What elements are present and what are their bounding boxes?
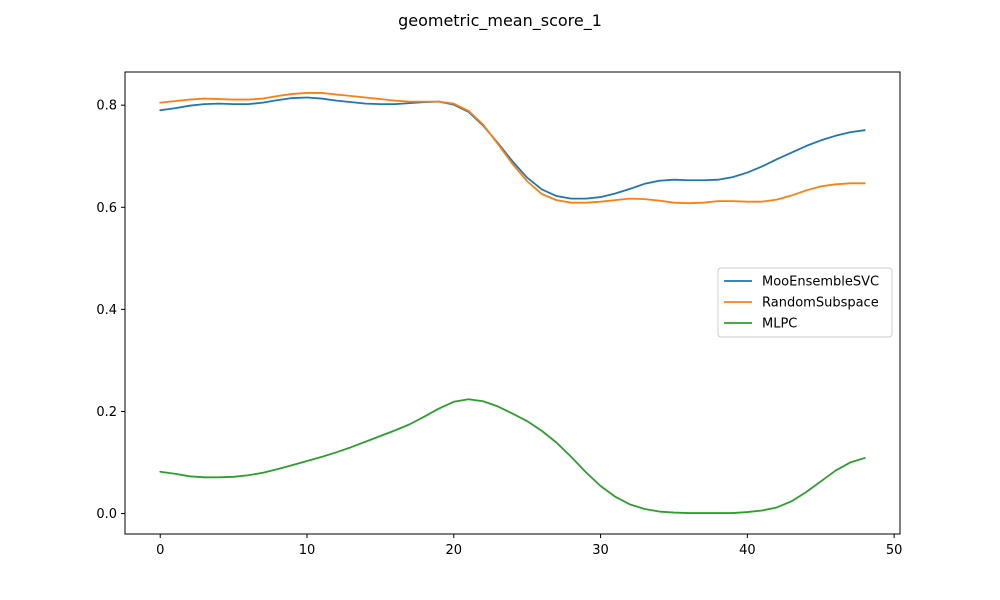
series-line-mlpc: [159, 398, 866, 514]
axes-layer: 0 10 20 30 40 50 0.0 0.2 0.4 0.6 0.8: [96, 71, 903, 558]
legend: MooEnsembleSVC RandomSubspace MLPC: [717, 267, 893, 338]
series-layer: [159, 92, 866, 514]
x-tick-label: 40: [739, 543, 756, 558]
axes-frame: [124, 71, 901, 535]
y-tick-label: 0.4: [96, 303, 117, 318]
y-tick-label: 0.2: [96, 405, 117, 420]
series-line-randomsubspace: [159, 92, 866, 205]
x-tick-label: 20: [446, 543, 463, 558]
legend-label: MooEnsembleSVC: [762, 275, 879, 290]
x-tick-label: 30: [592, 543, 609, 558]
legend-box: [717, 267, 893, 338]
series-line-mooensemblesvc: [159, 96, 866, 200]
chart-title: geometric_mean_score_1: [398, 11, 602, 31]
legend-label: MLPC: [762, 317, 797, 332]
y-tick-label: 0.6: [96, 201, 117, 216]
x-tick-label: 50: [886, 543, 903, 558]
y-tick-label: 0.8: [96, 99, 117, 114]
x-tick-label: 0: [156, 543, 164, 558]
y-tick-label: 0.0: [96, 507, 117, 522]
x-tick-label: 10: [299, 543, 316, 558]
legend-label: RandomSubspace: [762, 296, 879, 311]
